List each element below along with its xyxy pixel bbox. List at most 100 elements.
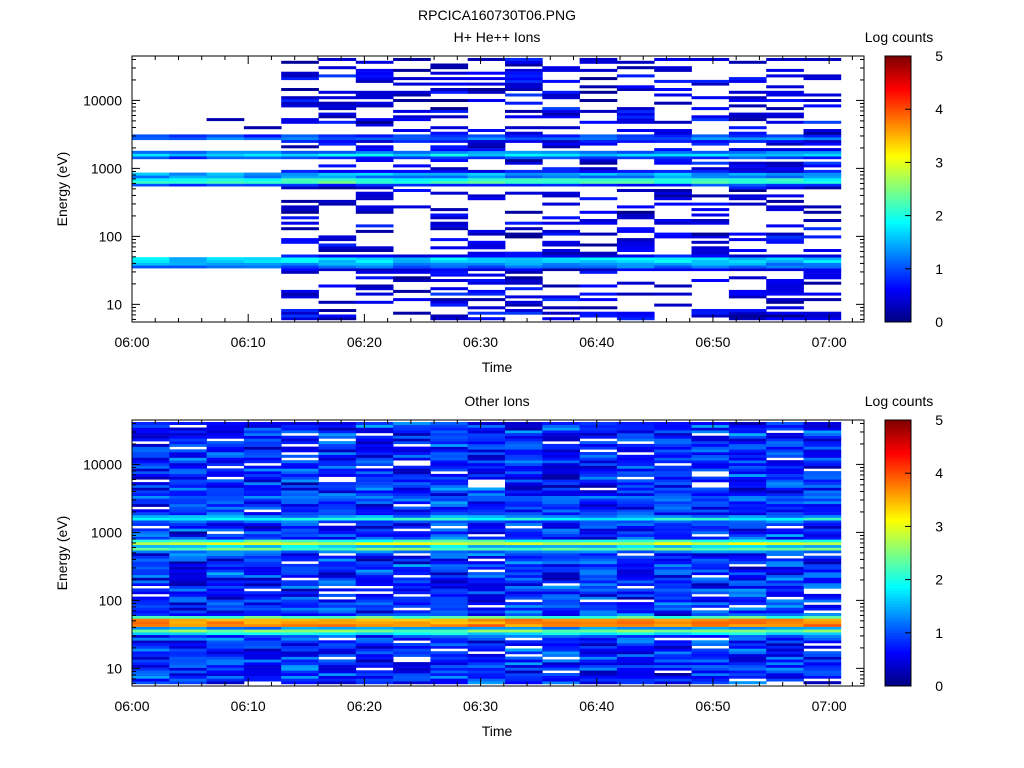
x-tick-label: 06:40 <box>579 334 614 350</box>
heatmap-cell <box>803 314 842 318</box>
heatmap-cell <box>616 487 655 491</box>
heatmap-cell <box>318 623 357 627</box>
heatmap-cell <box>206 640 245 644</box>
heatmap-cell <box>691 542 730 546</box>
colorbar-swatch <box>885 204 911 209</box>
heatmap-cell <box>505 156 543 160</box>
heatmap-cell <box>766 490 804 494</box>
heatmap-cell <box>355 292 394 296</box>
heatmap-cell <box>206 667 245 671</box>
heatmap-cell <box>803 104 842 108</box>
heatmap-cell <box>281 446 319 450</box>
colorbar-swatch <box>885 478 911 482</box>
heatmap-cell <box>505 430 543 434</box>
heatmap-cell <box>766 673 804 676</box>
heatmap-cell <box>169 438 207 442</box>
heatmap-cell <box>243 520 282 524</box>
colorbar-swatch <box>885 441 911 445</box>
heatmap-cell <box>728 580 767 584</box>
heatmap-cell <box>169 175 207 179</box>
heatmap-cell <box>430 183 469 187</box>
heatmap-cell <box>169 156 207 160</box>
heatmap-cell <box>430 512 469 516</box>
colorbar-swatch <box>885 159 911 163</box>
heatmap-cell <box>206 482 245 486</box>
colorbar-swatch <box>885 306 911 310</box>
heatmap-cell <box>542 533 580 537</box>
heatmap-cell <box>616 591 655 595</box>
heatmap-cell <box>766 468 804 472</box>
heatmap-cell <box>281 262 319 266</box>
heatmap-cell <box>355 473 394 477</box>
heatmap-cell <box>169 183 207 187</box>
heatmap-cell <box>542 547 580 551</box>
heatmap-cell <box>132 547 170 551</box>
heatmap-cell <box>318 300 357 304</box>
heatmap-cell <box>318 662 357 666</box>
heatmap-cell <box>318 509 357 513</box>
heatmap-cell <box>691 503 730 507</box>
heatmap-cell <box>728 292 767 296</box>
heatmap-cell <box>132 501 170 505</box>
heatmap-cell <box>318 621 357 625</box>
heatmap-cell <box>654 525 692 529</box>
heatmap-cell <box>616 634 655 638</box>
heatmap-cell <box>654 268 692 272</box>
heatmap-cell <box>542 487 580 491</box>
heatmap-cell <box>803 446 842 450</box>
heatmap-cell <box>616 656 655 660</box>
heatmap-cell <box>206 634 245 638</box>
heatmap-cell <box>132 645 170 649</box>
heatmap-cell <box>803 465 842 469</box>
heatmap-cell <box>318 259 357 263</box>
heatmap-cell <box>169 596 207 600</box>
heatmap-cell <box>616 134 655 138</box>
heatmap-cell <box>579 572 618 576</box>
heatmap-cell <box>318 607 357 611</box>
heatmap-cell <box>206 643 245 646</box>
heatmap-cell <box>318 435 357 439</box>
heatmap-cell <box>616 175 655 179</box>
heatmap-cell <box>393 93 431 97</box>
heatmap-cell <box>616 443 655 447</box>
heatmap-cell <box>616 533 655 537</box>
heatmap-cell <box>393 77 431 81</box>
colorbar-swatch <box>885 560 911 565</box>
heatmap-cell <box>355 186 394 190</box>
heatmap-cell <box>766 107 804 111</box>
colorbar-swatch <box>885 449 911 453</box>
heatmap-cell <box>467 670 506 674</box>
heatmap-cell <box>579 632 618 636</box>
heatmap-cell <box>542 634 580 638</box>
heatmap-cell <box>542 629 580 633</box>
heatmap-cell <box>393 626 431 630</box>
heatmap-cell <box>766 651 804 655</box>
heatmap-cell <box>579 454 618 458</box>
heatmap-cell <box>579 493 618 496</box>
heatmap-cell <box>393 487 431 491</box>
heatmap-cell <box>393 681 431 685</box>
heatmap-cell <box>281 539 319 543</box>
heatmap-cell <box>542 153 580 157</box>
heatmap-cell <box>654 183 692 187</box>
heatmap-cell <box>355 572 394 576</box>
heatmap-cell <box>803 120 842 124</box>
heatmap-cell <box>281 208 319 212</box>
heatmap-cell <box>393 588 431 592</box>
heatmap-cell <box>691 506 730 510</box>
heatmap-cell <box>318 452 357 455</box>
heatmap-cell <box>467 289 506 293</box>
heatmap-cell <box>281 659 319 663</box>
heatmap-cell <box>691 221 730 225</box>
heatmap-cell <box>206 536 245 540</box>
heatmap-cell <box>206 580 245 584</box>
heatmap-cell <box>393 629 431 633</box>
heatmap-cell <box>430 664 469 668</box>
heatmap-cell <box>691 664 730 668</box>
heatmap-cell <box>281 517 319 521</box>
heatmap-cell <box>728 596 767 600</box>
heatmap-cell <box>318 164 357 168</box>
heatmap-cell <box>803 454 842 458</box>
heatmap-cell <box>803 219 842 222</box>
heatmap-cell <box>393 569 431 573</box>
